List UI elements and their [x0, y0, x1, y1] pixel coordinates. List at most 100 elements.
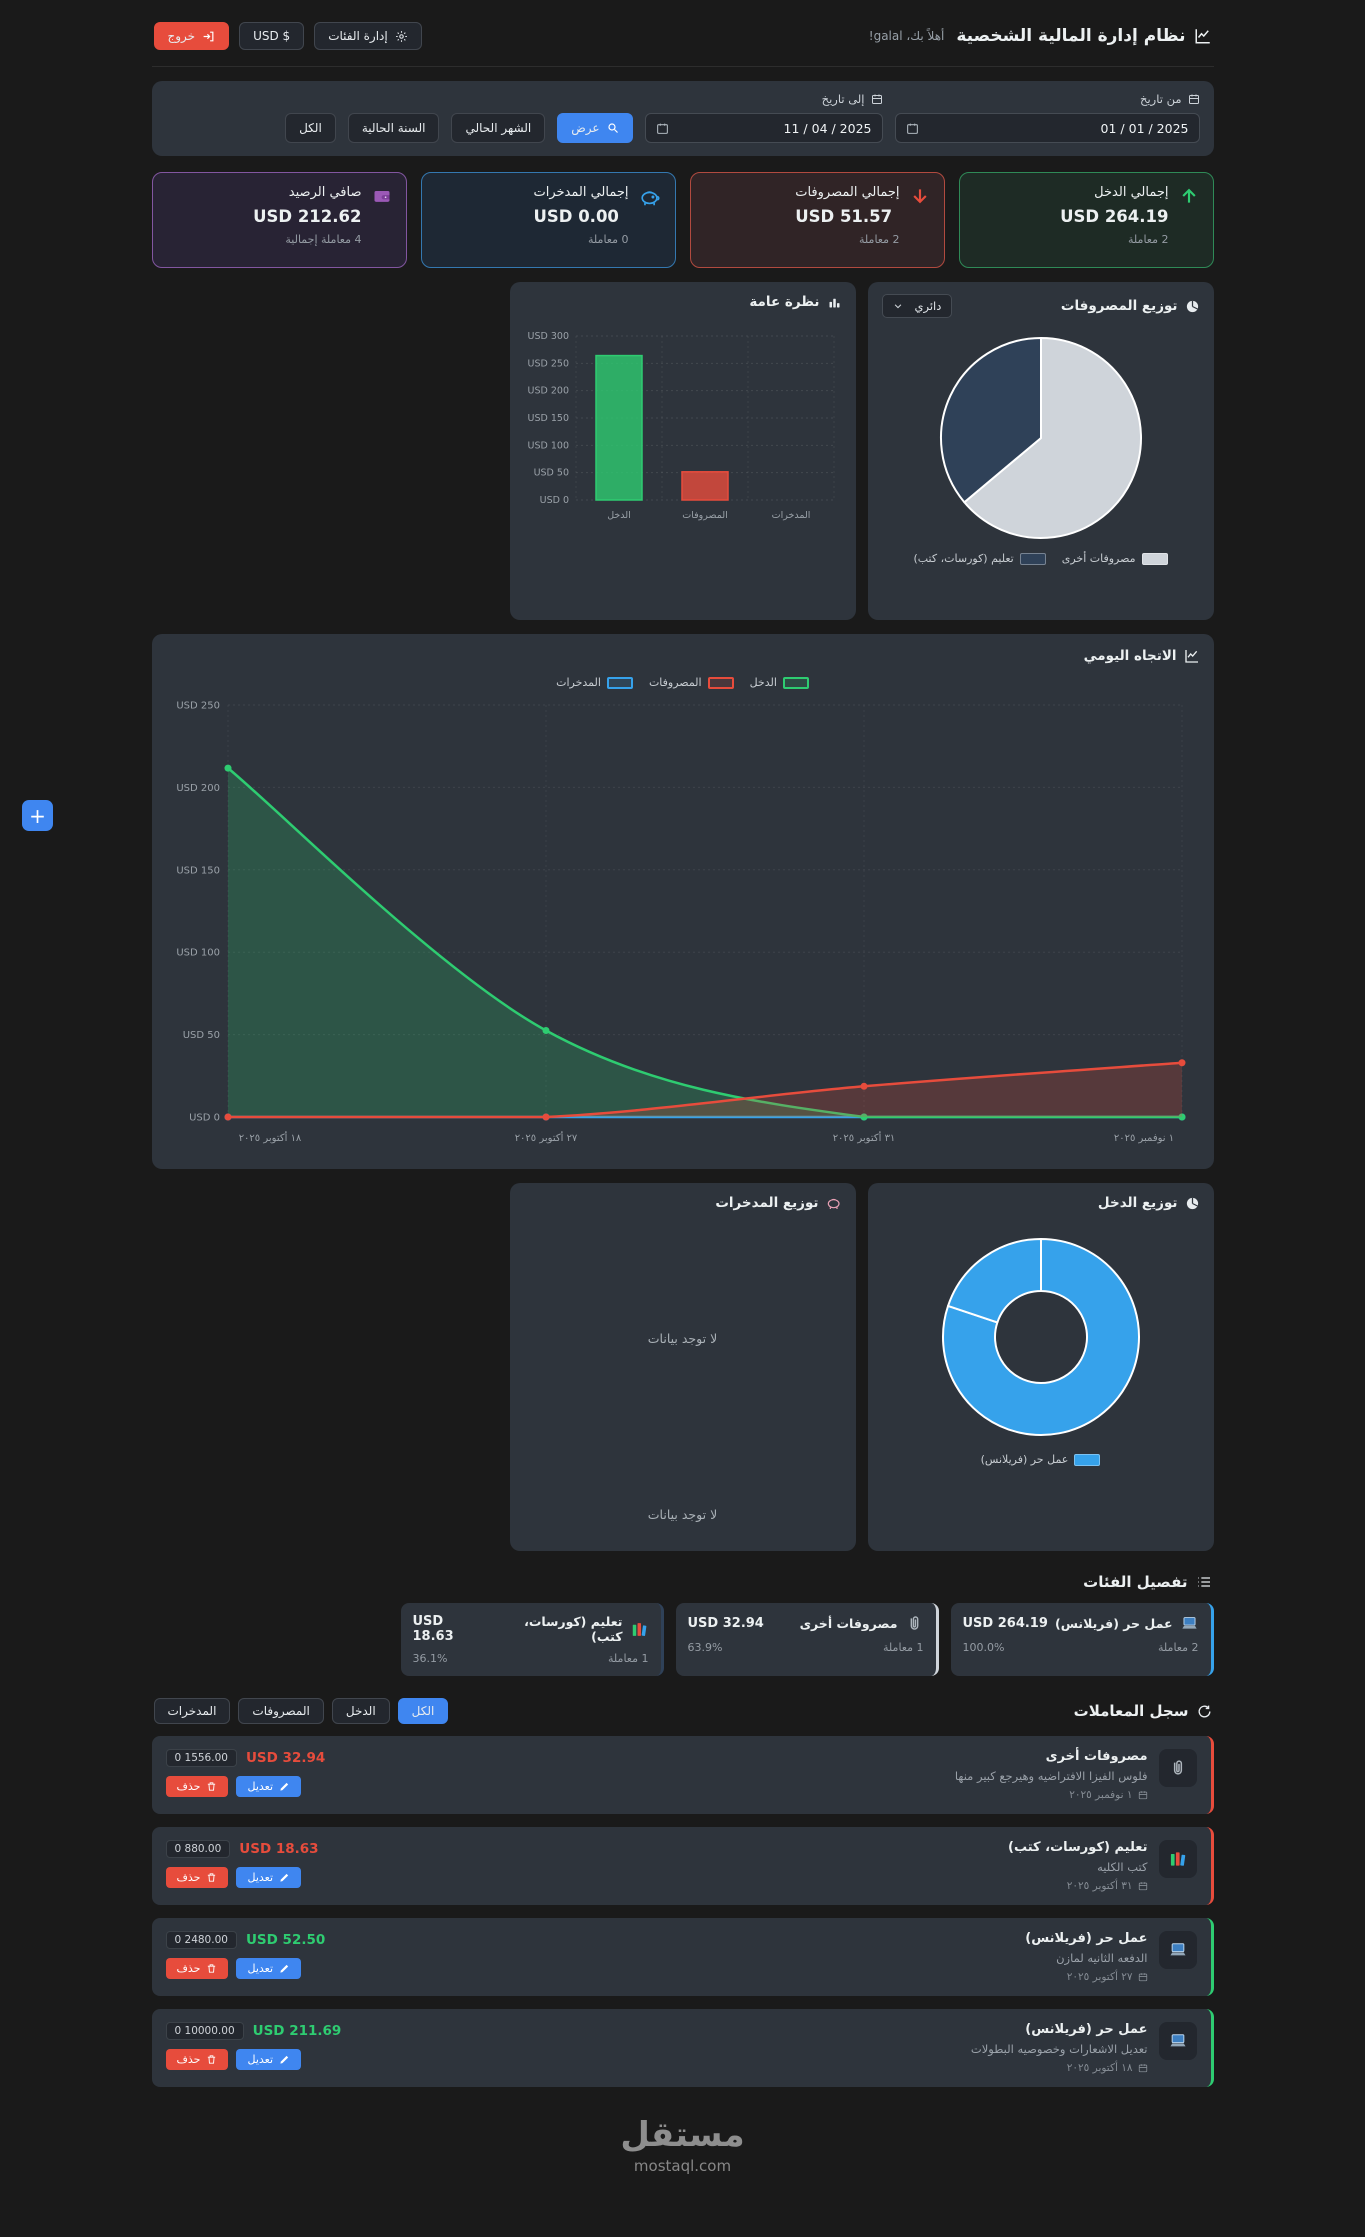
overview-bar-chart[interactable]: USD 0 USD 50 USD 100 USD 150 USD 200 USD 250 U… [524, 324, 842, 530]
to-date-value: 11 / 04 / 2025 [783, 120, 872, 136]
manage-categories-button[interactable]: إدارة الفئات [314, 22, 422, 50]
daily-trend-chart[interactable]: USD 0 USD 50 USD 100 USD 150 USD 200 USD 250 ١… [166, 693, 1196, 1155]
category-card-freelance: عمل حر (فريلانس) USD 264.19 2 معاملة 100… [950, 1603, 1214, 1676]
savings-distribution-panel: توزيع المدخرات لا توجد بيانات لا توجد بي… [509, 1183, 856, 1551]
books-icon [630, 1620, 649, 1639]
transaction-amount: USD 18.63 [239, 1841, 319, 1857]
currency-button[interactable]: USD $ [239, 22, 305, 50]
card-count: 4 معاملة إجمالية [285, 233, 362, 246]
logout-button[interactable]: خروج [153, 22, 230, 50]
category-amount: USD 32.94 [687, 1616, 764, 1631]
legend-swatch [782, 676, 809, 689]
category-percent: 36.1% [412, 1652, 448, 1665]
transaction-description: كتب الكليه [1097, 1860, 1148, 1874]
edit-button[interactable]: تعديل [236, 2049, 302, 2070]
delete-button[interactable]: حذف [165, 1867, 229, 1888]
books-icon [1158, 1840, 1197, 1878]
transaction-category: مصروفات أخرى [1045, 1749, 1148, 1764]
card-title: صافي الرصيد [288, 185, 362, 200]
transaction-filters: الكل الدخل المصروفات المدخرات [153, 1698, 449, 1724]
pencil-icon [279, 2054, 290, 2065]
paperclip-icon [1158, 1749, 1197, 1787]
current-month-button[interactable]: الشهر الحالي [451, 113, 546, 143]
calendar-picker-icon[interactable] [906, 122, 919, 135]
pencil-icon [279, 1963, 290, 1974]
transaction-original-amount: 0 880.00 [165, 1840, 231, 1858]
edit-button[interactable]: تعديل [236, 1867, 302, 1888]
svg-text:المدخرات: المدخرات [771, 510, 810, 521]
legend-item[interactable]: تعليم (كورسات، كتب) [913, 552, 1046, 565]
to-date-input[interactable]: 11 / 04 / 2025 [644, 113, 883, 143]
transaction-category: عمل حر (فريلانس) [1025, 2022, 1148, 2037]
category-breakdown-header: تفصيل الفئات [154, 1573, 1212, 1591]
calendar-icon [1138, 2063, 1148, 2073]
legend-item[interactable]: المدخرات [556, 676, 633, 689]
delete-button[interactable]: حذف [165, 1958, 229, 1979]
all-range-button[interactable]: الكل [285, 113, 336, 143]
transaction-date: ١٨ أكتوبر ٢٠٢٥ [971, 2062, 1148, 2074]
trash-icon [206, 1963, 217, 1974]
transaction-list: مصروفات أخرى فلوس الفيزا الافتراضيه وهير… [151, 1736, 1214, 2087]
calendar-picker-icon[interactable] [656, 122, 669, 135]
panel-title-block: الاتجاه اليومي [166, 648, 1200, 664]
total-savings-card: إجمالي المدخرات USD 0.00 0 معاملة [420, 172, 676, 268]
laptop-icon [1180, 1614, 1199, 1633]
refresh-icon [1197, 1704, 1212, 1719]
income-donut-legend: عمل حر (فريلانس) [882, 1453, 1200, 1466]
total-income-card: إجمالي الدخل USD 264.19 2 معاملة [958, 172, 1214, 268]
trash-icon [206, 1872, 217, 1883]
svg-text:USD 200: USD 200 [176, 783, 220, 794]
legend-label: تعليم (كورسات، كتب) [913, 552, 1014, 565]
category-count: 1 معاملة [608, 1652, 649, 1665]
legend-item[interactable]: عمل حر (فريلانس) [981, 1453, 1101, 1466]
delete-button[interactable]: حذف [165, 1776, 229, 1797]
charts-row-1: توزيع المصروفات دائري مصروفات أخرى تعليم … [152, 282, 1214, 620]
filter-income-button[interactable]: الدخل [331, 1698, 390, 1724]
legend-label: مصروفات أخرى [1061, 552, 1136, 565]
expense-pie-chart[interactable] [935, 332, 1147, 544]
transaction-amount: USD 52.50 [245, 1932, 326, 1948]
transaction-original-amount: 0 2480.00 [165, 1931, 237, 1949]
from-date-input[interactable]: 01 / 01 / 2025 [894, 113, 1200, 143]
legend-item[interactable]: المصروفات [649, 676, 734, 689]
card-amount: USD 264.19 [1060, 207, 1169, 226]
no-data-text: لا توجد بيانات [647, 1507, 718, 1522]
delete-button[interactable]: حذف [165, 2049, 229, 2070]
category-name: تعليم (كورسات، كتب) [524, 1614, 623, 1644]
edit-button[interactable]: تعديل [236, 1958, 302, 1979]
card-count: 2 معاملة [1128, 233, 1169, 246]
section-title-block: تفصيل الفئات [1083, 1573, 1211, 1591]
gear-icon [395, 30, 408, 43]
legend-item[interactable]: الدخل [750, 676, 809, 689]
svg-text:٢٧ أكتوبر ٢٠٢٥: ٢٧ أكتوبر ٢٠٢٥ [514, 1131, 577, 1144]
chart-type-select[interactable]: دائري [881, 294, 953, 318]
card-amount: USD 212.62 [253, 207, 362, 226]
edit-button[interactable]: تعديل [236, 1776, 302, 1797]
filter-expenses-button[interactable]: المصروفات [238, 1698, 324, 1724]
empty-grid-cell [152, 1183, 498, 1551]
filter-savings-button[interactable]: المدخرات [153, 1698, 231, 1724]
svg-text:USD 100: USD 100 [176, 948, 220, 959]
add-transaction-fab[interactable]: + [22, 800, 53, 831]
income-donut-chart[interactable] [933, 1229, 1149, 1445]
empty-grid-cell [152, 282, 498, 620]
category-name: عمل حر (فريلانس) [1055, 1616, 1173, 1631]
legend-item[interactable]: مصروفات أخرى [1062, 552, 1168, 565]
calendar-icon [1138, 1881, 1148, 1891]
transaction-description: فلوس الفيزا الافتراضيه وهيرجع كبير منها [954, 1769, 1148, 1783]
search-icon [607, 122, 619, 134]
transaction-amount: USD 211.69 [252, 2023, 342, 2039]
view-button[interactable]: عرض [557, 113, 633, 143]
filter-all-button[interactable]: الكل [397, 1698, 449, 1724]
transaction-original-amount: 0 1556.00 [165, 1749, 237, 1767]
svg-text:USD 250: USD 250 [176, 701, 220, 712]
chart-type-value: دائري [914, 299, 942, 313]
transaction-row: تعليم (كورسات، كتب) كتب الكليه ٣١ أكتوبر… [151, 1827, 1214, 1905]
card-amount: USD 51.57 [795, 207, 893, 226]
transaction-category: تعليم (كورسات، كتب) [1008, 1840, 1148, 1855]
current-year-button[interactable]: السنة الحالية [347, 113, 440, 143]
arrow-up-icon [1179, 186, 1199, 206]
calendar-icon [871, 93, 883, 105]
watermark-name: مستقل [620, 2115, 745, 2155]
category-percent: 63.9% [687, 1641, 723, 1654]
